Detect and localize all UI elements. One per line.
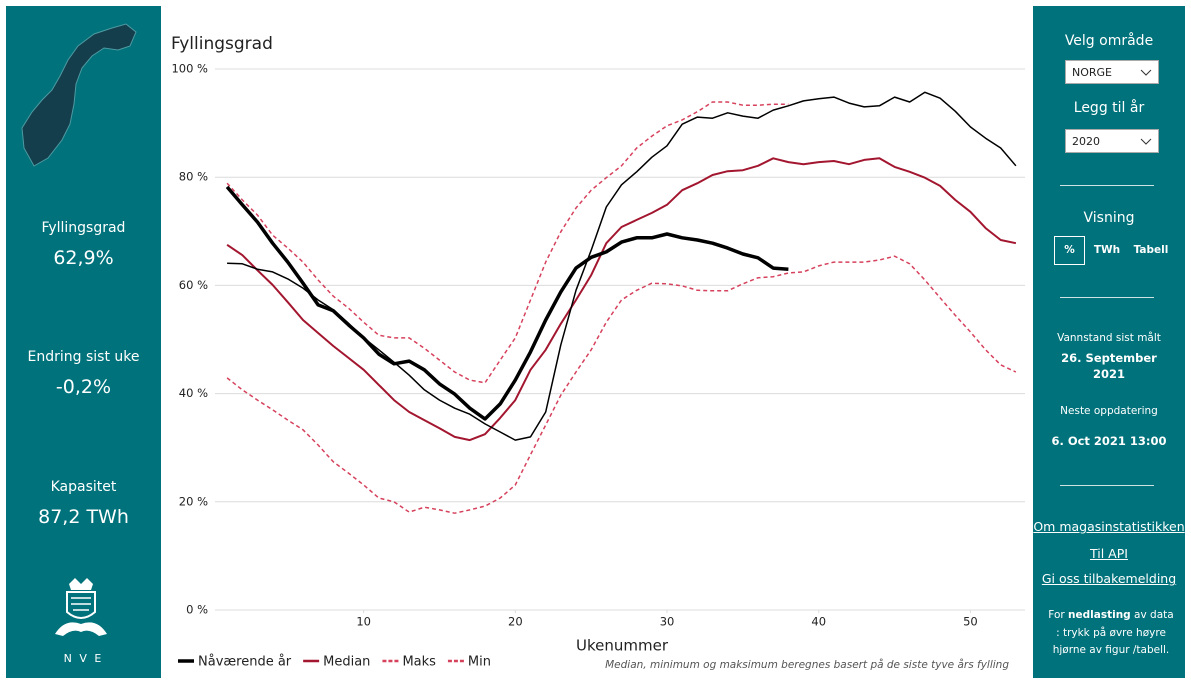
measured-date: 26. September bbox=[1061, 351, 1157, 365]
link[interactable]: Til API bbox=[1090, 546, 1128, 561]
y-tick-label: 0 % bbox=[186, 603, 208, 617]
y-tick-label: 60 % bbox=[179, 278, 208, 292]
map-icon bbox=[21, 23, 137, 167]
legend-label: Median bbox=[323, 655, 370, 670]
separator bbox=[1060, 297, 1154, 298]
note-text: nedlasting bbox=[1068, 609, 1131, 621]
note-text: For bbox=[1048, 609, 1069, 621]
note-text: av data : trykk på øvre høyre hjørne av … bbox=[1052, 609, 1174, 656]
year-label: Legg til år bbox=[1073, 100, 1145, 116]
year-value: 2020 bbox=[1072, 135, 1100, 148]
area-label: Velg område bbox=[1064, 33, 1154, 49]
series-line bbox=[226, 101, 789, 384]
x-tick-label: 50 bbox=[963, 615, 978, 629]
series-line bbox=[227, 91, 1017, 441]
stat-value: 87,2 TWh bbox=[38, 506, 129, 528]
y-tick-label: 100 % bbox=[171, 62, 208, 76]
y-tick-label: 40 % bbox=[179, 386, 208, 400]
link[interactable]: Om magasinstatistikken bbox=[1033, 519, 1185, 534]
separator bbox=[1060, 185, 1154, 186]
chevron bbox=[1140, 138, 1152, 145]
stat-value: 62,9% bbox=[53, 247, 114, 269]
series-line bbox=[226, 255, 1017, 514]
year-dropdown[interactable]: 2020 bbox=[1065, 129, 1159, 153]
stat-label: Endring sist uke bbox=[27, 349, 140, 365]
stat-value: -0,2% bbox=[55, 376, 112, 398]
area-value: NORGE bbox=[1072, 66, 1113, 79]
stat-label: Fyllingsgrad bbox=[41, 220, 126, 236]
y-tick-label: 20 % bbox=[179, 494, 208, 508]
x-tick-label: 20 bbox=[508, 615, 523, 629]
view-button[interactable]: Tabell bbox=[1133, 244, 1169, 256]
chart-title: Fyllingsgrad bbox=[171, 34, 273, 54]
series-line bbox=[226, 157, 1017, 442]
link[interactable]: Gi oss tilbakemelding bbox=[1041, 571, 1177, 586]
area-dropdown[interactable]: NORGE bbox=[1065, 60, 1159, 84]
legend-label: Nåværende år bbox=[198, 655, 292, 670]
separator bbox=[1060, 485, 1154, 486]
series-line bbox=[225, 185, 789, 421]
x-tick-label: 30 bbox=[660, 615, 675, 629]
logo-text: N V E bbox=[63, 652, 104, 665]
download-note: For nedlasting av data : trykk på øvre h… bbox=[1047, 607, 1175, 660]
x-axis-label: Ukenummer bbox=[576, 637, 669, 655]
x-tick-label: 10 bbox=[356, 615, 371, 629]
next-label: Neste oppdatering bbox=[1060, 405, 1158, 417]
footnote: Median, minimum og maksimum beregnes bas… bbox=[605, 658, 1009, 671]
next-date: 6. Oct 2021 13:00 bbox=[1051, 434, 1167, 448]
measured-label: Vannstand sist målt bbox=[1057, 332, 1161, 344]
legend-label: Min bbox=[468, 655, 491, 670]
right-panel: Velg område NORGE Legg til år 2020 Visni… bbox=[1033, 6, 1185, 678]
left-panel: Fyllingsgrad 62,9% Endring sist uke -0,2… bbox=[6, 6, 161, 678]
measured-date: 2021 bbox=[1092, 367, 1125, 381]
y-tick-label: 80 % bbox=[179, 170, 208, 184]
stat-label: Kapasitet bbox=[50, 479, 117, 495]
view-button[interactable]: TWh bbox=[1093, 244, 1121, 256]
view-button[interactable]: % bbox=[1054, 236, 1085, 265]
view-label: Visning bbox=[1083, 210, 1135, 226]
x-tick-label: 40 bbox=[811, 615, 826, 629]
legend-label: Maks bbox=[402, 655, 436, 670]
chevron bbox=[1140, 69, 1152, 76]
logo bbox=[55, 578, 107, 636]
